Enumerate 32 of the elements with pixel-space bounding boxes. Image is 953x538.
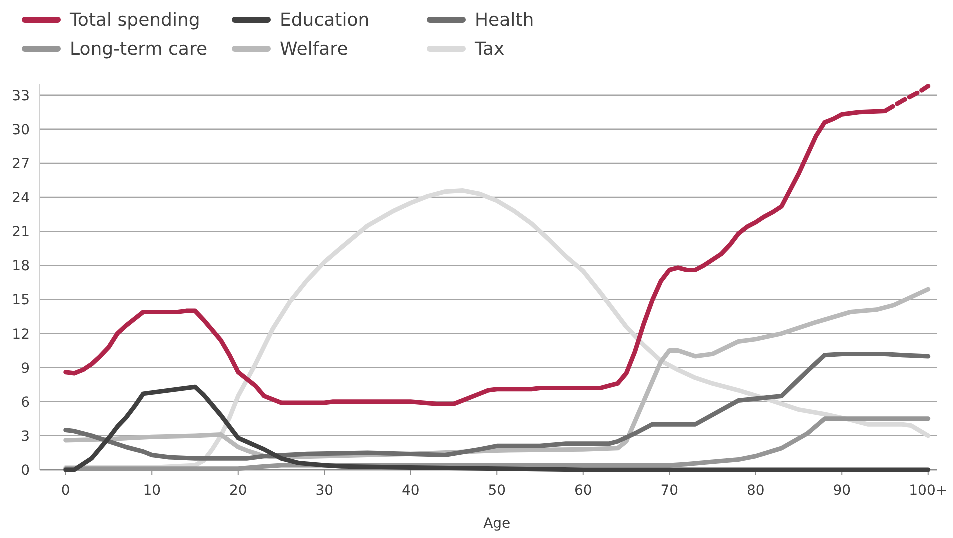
line-series: [64, 384, 931, 472]
legend-label: Tax: [474, 39, 506, 60]
x-tick-label: 10: [143, 483, 162, 499]
y-tick-label: 21: [12, 224, 30, 241]
y-tick-label: 6: [21, 394, 30, 411]
y-tick-label: 0: [21, 463, 30, 479]
legend-label: Total spending: [69, 10, 200, 31]
legend-label: Welfare: [280, 39, 348, 60]
x-axis-title: Age: [484, 516, 511, 532]
y-tick-label: 15: [12, 292, 30, 309]
y-tick-label: 12: [12, 326, 30, 343]
y-tick-label: 18: [12, 258, 30, 275]
y-tick-label: 33: [12, 88, 30, 104]
y-tick-label: 30: [12, 122, 30, 138]
x-tick-label: 50: [488, 483, 506, 499]
x-tick-label: 80: [746, 483, 765, 499]
line-series: [64, 352, 931, 461]
y-tick-label: 3: [21, 428, 30, 445]
x-tick-label: 60: [574, 483, 592, 499]
x-tick-label: 30: [316, 483, 334, 499]
legend-label: Long-term care: [70, 39, 208, 60]
x-tick-label: 100+: [909, 483, 948, 499]
x-tick-label: 90: [833, 483, 852, 499]
x-tick-label: 0: [61, 483, 70, 499]
y-tick-label: 9: [21, 360, 30, 377]
x-tick-label: 20: [229, 483, 248, 499]
y-tick-label: 24: [12, 190, 30, 207]
x-tick-label: 40: [402, 483, 420, 499]
y-tick-label: 27: [12, 156, 30, 172]
x-tick-label: 70: [660, 483, 679, 499]
legend-label: Health: [475, 10, 534, 31]
legend-label: Education: [280, 10, 370, 31]
